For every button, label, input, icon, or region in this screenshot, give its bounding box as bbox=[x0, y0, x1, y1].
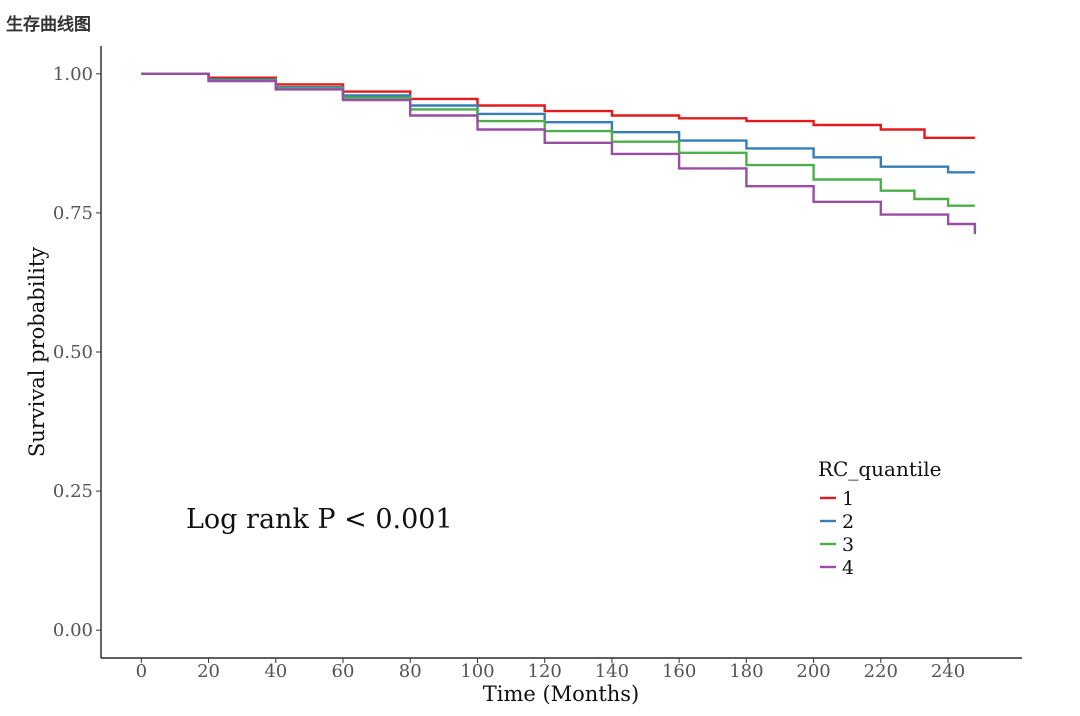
x-tick-label: 160 bbox=[662, 661, 696, 682]
legend-label-1: 1 bbox=[842, 488, 854, 510]
legend-label-4: 4 bbox=[842, 557, 854, 579]
survival-curve-1 bbox=[141, 72, 975, 139]
x-tick-label: 60 bbox=[332, 661, 355, 682]
series-layer bbox=[141, 72, 977, 235]
x-tick-label: 120 bbox=[528, 661, 562, 682]
x-tick-label: 20 bbox=[197, 661, 220, 682]
x-tick-label: 40 bbox=[264, 661, 287, 682]
legend-label-3: 3 bbox=[842, 534, 854, 556]
y-tick-label: 0.50 bbox=[53, 342, 93, 363]
axes: 0 20 40 60 80 100 120 140 160 180 200 220 240 0.00 0.2… bbox=[53, 46, 1022, 682]
legend-label-2: 2 bbox=[842, 511, 854, 533]
x-tick-label: 0 bbox=[136, 661, 147, 682]
log-rank-annotation: Log rank P < 0.001 bbox=[186, 504, 453, 535]
x-tick-label: 220 bbox=[864, 661, 898, 682]
legend-title: RC_quantile bbox=[818, 457, 942, 481]
x-tick-label: 200 bbox=[796, 661, 830, 682]
x-tick-label: 140 bbox=[595, 661, 629, 682]
y-tick-label: 1.00 bbox=[53, 64, 93, 85]
x-tick-label: 100 bbox=[460, 661, 494, 682]
y-tick-label: 0.25 bbox=[53, 481, 93, 502]
x-tick-label: 180 bbox=[729, 661, 763, 682]
survival-curve-2 bbox=[141, 72, 975, 174]
page-title: 生存曲线图 bbox=[6, 15, 91, 35]
y-axis-title: Survival probability bbox=[25, 247, 49, 457]
x-axis-title: Time (Months) bbox=[483, 682, 640, 706]
survival-curve-3 bbox=[141, 72, 975, 207]
survival-curve-4 bbox=[141, 72, 977, 235]
x-tick-label: 240 bbox=[931, 661, 965, 682]
x-tick-label: 80 bbox=[399, 661, 422, 682]
y-tick-label: 0.00 bbox=[53, 620, 93, 641]
y-tick-label: 0.75 bbox=[53, 203, 93, 224]
